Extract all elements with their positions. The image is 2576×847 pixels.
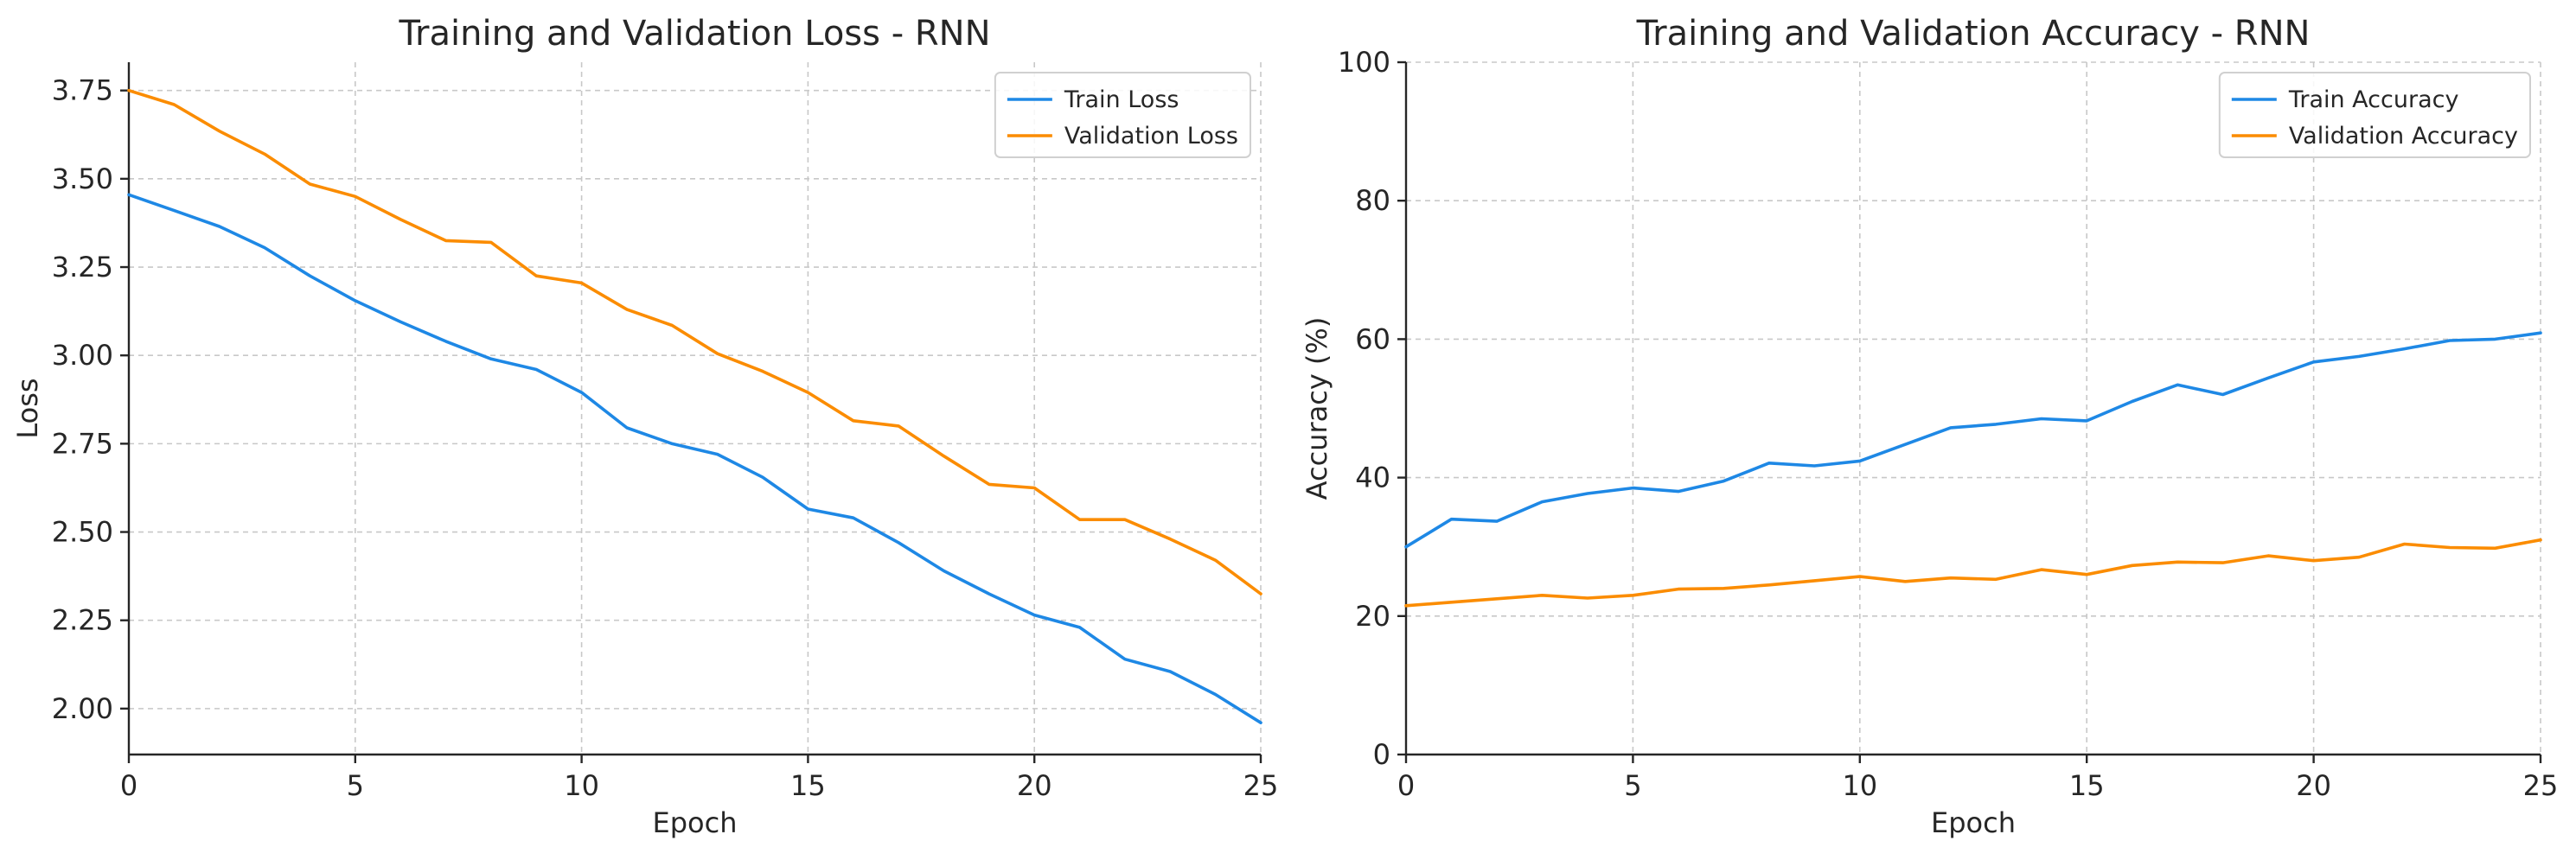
x-axis-label: Epoch bbox=[1931, 806, 2016, 839]
x-tick-label: 20 bbox=[2296, 769, 2331, 802]
y-tick-label: 80 bbox=[1355, 184, 1390, 217]
y-tick-label: 100 bbox=[1338, 46, 1390, 79]
y-tick-label: 3.00 bbox=[52, 339, 113, 372]
x-tick-label: 5 bbox=[347, 769, 364, 802]
y-tick-label: 3.25 bbox=[52, 251, 113, 283]
loss-chart-panel: 0 5 10 15 20 25 2.00 2.25 2.50 2.75 3.00 3.25 3.50 3.… bbox=[11, 14, 1278, 839]
legend: Train Loss Validation Loss bbox=[994, 72, 1251, 158]
y-tick-label: 20 bbox=[1355, 600, 1390, 633]
y-tick-label: 2.75 bbox=[52, 427, 113, 460]
x-tick-label: 0 bbox=[1397, 769, 1415, 802]
legend-frame bbox=[2218, 72, 2531, 158]
train-accuracy-line bbox=[1404, 331, 2542, 549]
train-loss-line bbox=[127, 193, 1262, 725]
x-tick-label: 10 bbox=[564, 769, 599, 802]
x-tick-label: 5 bbox=[1624, 769, 1641, 802]
chart-title: Training and Validation Accuracy - RNN bbox=[1636, 14, 2311, 54]
x-tick-label: 25 bbox=[1243, 769, 1279, 802]
x-axis-label: Epoch bbox=[653, 806, 738, 839]
y-tick-label: 2.25 bbox=[52, 604, 113, 637]
x-tick-label: 15 bbox=[790, 769, 826, 802]
y-tick-label: 0 bbox=[1373, 738, 1390, 771]
legend: Train Accuracy Validation Accuracy bbox=[2218, 72, 2531, 158]
accuracy-chart-panel: 0 5 10 15 20 25 0 20 40 60 80 100 Training and Valid… bbox=[1301, 14, 2558, 839]
validation-accuracy-line bbox=[1404, 538, 2542, 608]
chart-title: Training and Validation Loss - RNN bbox=[399, 14, 991, 54]
y-tick-label: 40 bbox=[1355, 462, 1390, 494]
y-tick-label: 2.00 bbox=[52, 692, 113, 725]
y-axis-label: Loss bbox=[11, 378, 44, 438]
y-axis-label: Accuracy (%) bbox=[1301, 317, 1333, 500]
legend-frame bbox=[994, 72, 1251, 158]
legend-label: Train Accuracy bbox=[2288, 86, 2459, 113]
x-tick-label: 20 bbox=[1017, 769, 1052, 802]
validation-loss-line bbox=[127, 88, 1262, 595]
x-tick-label: 15 bbox=[2069, 769, 2105, 802]
y-tick-label: 3.50 bbox=[52, 162, 113, 195]
legend-label: Validation Accuracy bbox=[2289, 123, 2518, 150]
x-tick-label: 25 bbox=[2523, 769, 2559, 802]
legend-label: Validation Loss bbox=[1064, 123, 1238, 150]
legend-label: Train Loss bbox=[1064, 86, 1179, 113]
x-tick-label: 0 bbox=[120, 769, 137, 802]
y-tick-label: 2.50 bbox=[52, 516, 113, 549]
x-tick-label: 10 bbox=[1842, 769, 1877, 802]
y-tick-label: 60 bbox=[1355, 322, 1390, 355]
y-tick-label: 3.75 bbox=[52, 74, 113, 107]
